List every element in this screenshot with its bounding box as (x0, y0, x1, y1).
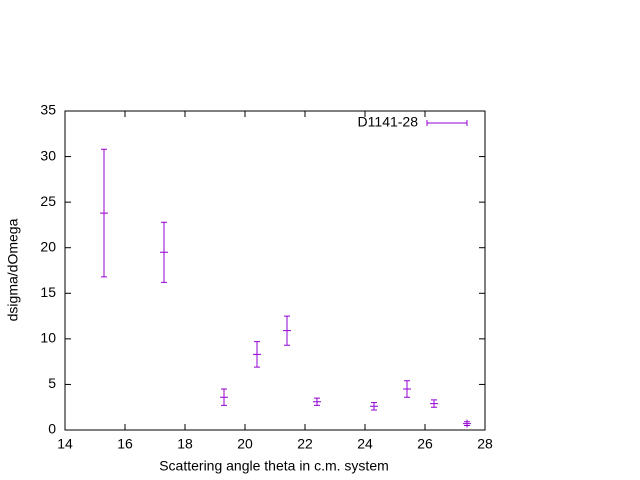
x-tick-label: 16 (117, 436, 133, 452)
y-axis-label: dsigma/dOmega (5, 218, 21, 321)
point (283, 326, 291, 335)
x-tick-label: 22 (297, 436, 313, 452)
point (430, 399, 438, 408)
x-tick-label: 26 (417, 436, 433, 452)
y-tick-label: 0 (48, 421, 56, 437)
legend-label: D1141-28 (358, 114, 419, 130)
y-tick-label: 30 (40, 147, 56, 163)
point (370, 402, 378, 411)
point (253, 350, 261, 359)
point (463, 419, 471, 428)
point (403, 384, 411, 393)
legend-sample (426, 120, 468, 126)
y-tick-label: 20 (40, 238, 56, 254)
point (313, 397, 321, 406)
plot-border (64, 110, 486, 431)
x-tick-label: 24 (357, 436, 373, 452)
x-tick-label: 28 (477, 436, 493, 452)
y-tick-label: 25 (40, 193, 56, 209)
point (160, 248, 168, 257)
point (100, 209, 108, 218)
x-tick-label: 20 (237, 436, 253, 452)
y-tick-label: 35 (40, 102, 56, 118)
y-tick-label: 10 (40, 330, 56, 346)
x-tick-label: 18 (177, 436, 193, 452)
x-tick-label: 14 (57, 436, 73, 452)
point (220, 393, 228, 402)
y-tick-label: 5 (48, 375, 56, 391)
x-axis-label: Scattering angle theta in c.m. system (159, 458, 389, 474)
y-tick-label: 15 (40, 284, 56, 300)
